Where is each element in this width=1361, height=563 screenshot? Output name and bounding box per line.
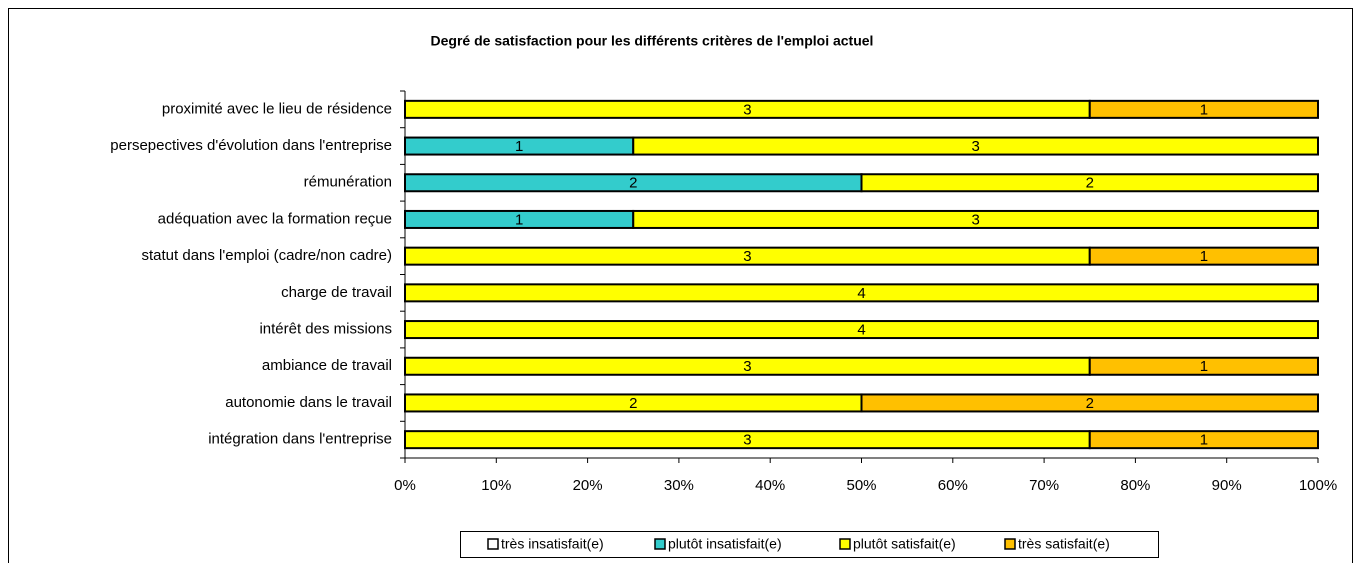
data-label: 1 [1200, 432, 1208, 449]
data-label: 4 [857, 322, 865, 339]
legend-label: très insatisfait(e) [501, 536, 604, 552]
x-tick-label: 60% [938, 477, 968, 494]
bar-segment [860, 173, 1319, 193]
y-tick-label: rémunération [304, 174, 392, 191]
legend-swatch [654, 538, 666, 550]
chart-title: Degré de satisfaction pour les différent… [431, 33, 874, 49]
data-label: 1 [515, 211, 523, 228]
data-label: 1 [515, 138, 523, 155]
data-label: 1 [1200, 101, 1208, 118]
bar-segment [1088, 356, 1319, 376]
y-tick-label: charge de travail [281, 284, 392, 301]
x-tick-label: 70% [1029, 477, 1059, 494]
data-label: 3 [743, 432, 751, 449]
legend-label: plutôt satisfait(e) [853, 536, 956, 552]
data-label: 3 [743, 101, 751, 118]
x-tick-label: 10% [481, 477, 511, 494]
x-tick-label: 90% [1212, 477, 1242, 494]
data-label: 3 [743, 358, 751, 375]
bar-segment [404, 320, 1319, 340]
data-label: 4 [857, 285, 865, 302]
legend-label: très satisfait(e) [1018, 536, 1110, 552]
y-tick-label: statut dans l'emploi (cadre/non cadre) [142, 247, 393, 264]
x-tick-label: 80% [1120, 477, 1150, 494]
y-tick-label: adéquation avec la formation reçue [158, 210, 392, 227]
x-tick-label: 30% [664, 477, 694, 494]
bar-segment [632, 209, 1319, 229]
y-tick-label: proximité avec le lieu de résidence [162, 100, 392, 117]
bar-segment [860, 393, 1319, 413]
data-label: 2 [629, 395, 637, 412]
data-label: 2 [629, 175, 637, 192]
x-tick-label: 40% [755, 477, 785, 494]
bar-segment [1088, 246, 1319, 266]
x-tick-label: 0% [394, 477, 416, 494]
legend-swatch [839, 538, 851, 550]
bar-segment [404, 283, 1319, 303]
data-label: 1 [1200, 358, 1208, 375]
y-tick-label: intégration dans l'entreprise [208, 431, 392, 448]
x-tick-label: 20% [573, 477, 603, 494]
x-tick-label: 50% [846, 477, 876, 494]
bar-segment [1088, 430, 1319, 450]
legend-box [460, 531, 1159, 558]
legend-swatch [1004, 538, 1016, 550]
legend-label: plutôt insatisfait(e) [668, 536, 782, 552]
y-tick-label: ambiance de travail [262, 357, 392, 374]
data-label: 3 [971, 211, 979, 228]
bar-segment [632, 136, 1319, 156]
legend-swatch [487, 538, 499, 550]
y-tick-label: intérêt des missions [259, 321, 392, 338]
y-tick-label: autonomie dans le travail [225, 394, 392, 411]
data-label: 3 [971, 138, 979, 155]
data-label: 2 [1086, 395, 1094, 412]
bar-segment [1088, 99, 1319, 119]
data-label: 3 [743, 248, 751, 265]
x-tick-label: 100% [1299, 477, 1337, 494]
y-tick-label: persepectives d'évolution dans l'entrepr… [110, 137, 392, 154]
data-label: 2 [1086, 175, 1094, 192]
data-label: 1 [1200, 248, 1208, 265]
